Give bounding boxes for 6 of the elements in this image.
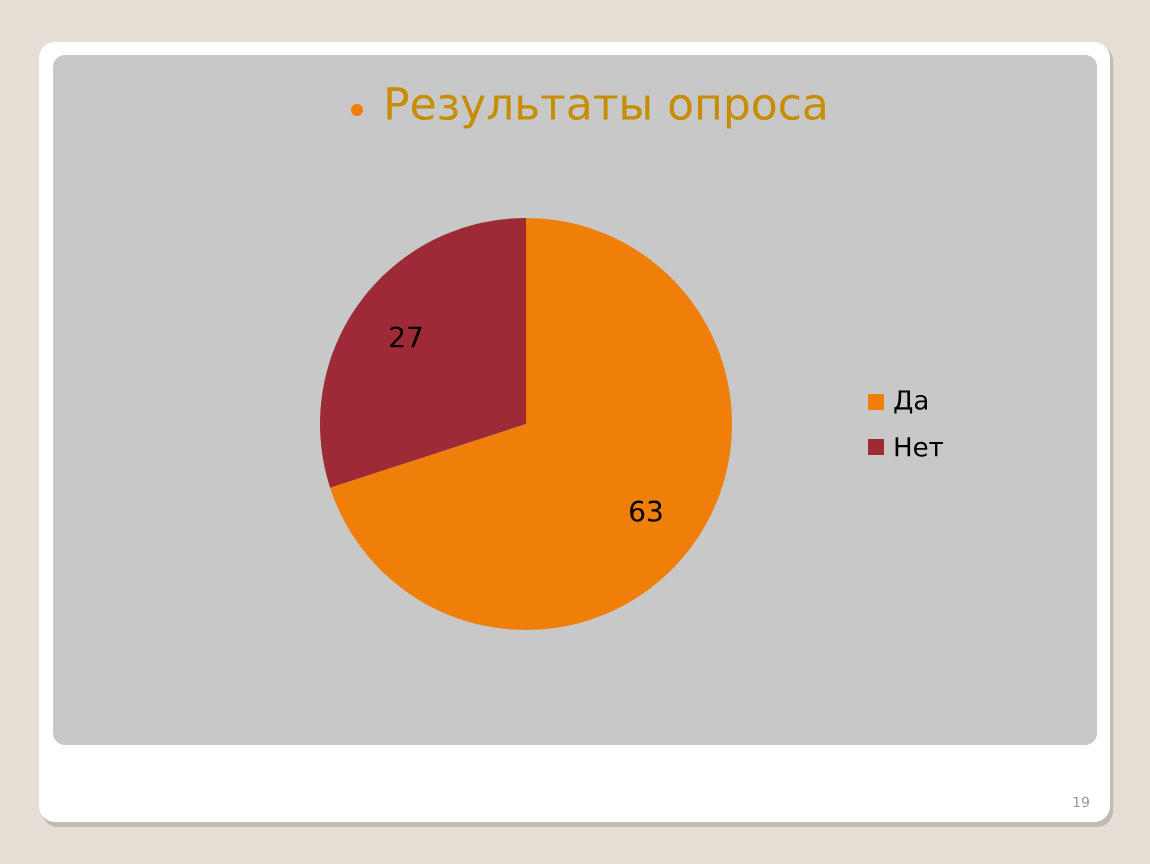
data-label: 27 [390, 326, 422, 348]
data-label: 63 [630, 500, 662, 522]
legend-label: Да [894, 390, 927, 414]
chart-title: Результаты опроса [387, 87, 825, 129]
legend-label: Нет [895, 437, 944, 457]
text: 19 [1073, 796, 1089, 808]
